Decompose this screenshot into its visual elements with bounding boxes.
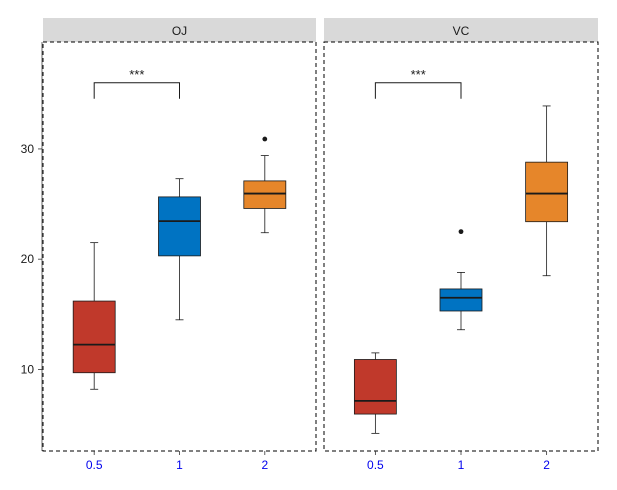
facet-1-significance-bracket [374, 82, 462, 99]
facet-vc-strip-label: VC [453, 24, 470, 38]
facet-vc-plot-area: *** [353, 67, 569, 434]
facet-1-box-1-outlier-0 [458, 229, 464, 235]
facet-0-box-2-iqr-rect [243, 180, 287, 209]
facet-oj-strip-label: OJ [172, 24, 187, 38]
facet-0-box-2-outlier-0 [262, 136, 268, 142]
x-tick-group: 0.5 1 2 0.5 1 2 [86, 451, 550, 472]
facet-oj-strip [43, 18, 316, 42]
facet-0-box-1-iqr-rect [158, 196, 201, 257]
y-tick-label-20: 20 [21, 252, 35, 266]
facet-oj-plot-area: *** [72, 67, 287, 390]
facet-0-significance-label: *** [129, 67, 144, 82]
facet-1-box-2-iqr-rect [525, 161, 569, 223]
x-tick-label-0-2: 2 [261, 458, 268, 472]
y-tick-group: 10 20 30 [21, 142, 42, 376]
facet-1-box-1-iqr-rect [439, 288, 483, 312]
y-tick-label-10: 10 [21, 362, 35, 376]
x-tick-label-1-0: 0.5 [367, 458, 384, 472]
facet-oj: OJ *** [42, 18, 317, 452]
facet-1-significance-label: *** [411, 67, 426, 82]
x-tick-label-1-2: 2 [543, 458, 550, 472]
facet-vc-strip [324, 18, 598, 42]
facet-0-box-0-iqr-rect [72, 300, 116, 374]
facet-vc: VC *** [323, 18, 599, 452]
x-tick-label-0-1: 1 [176, 458, 183, 472]
y-tick-label-30: 30 [21, 142, 35, 156]
x-tick-label-1-1: 1 [458, 458, 465, 472]
facet-oj-panel-border [42, 41, 317, 452]
x-tick-label-0-0: 0.5 [86, 458, 103, 472]
facet-1-box-0-iqr-rect [353, 359, 397, 415]
facet-0-significance-bracket [93, 82, 180, 99]
